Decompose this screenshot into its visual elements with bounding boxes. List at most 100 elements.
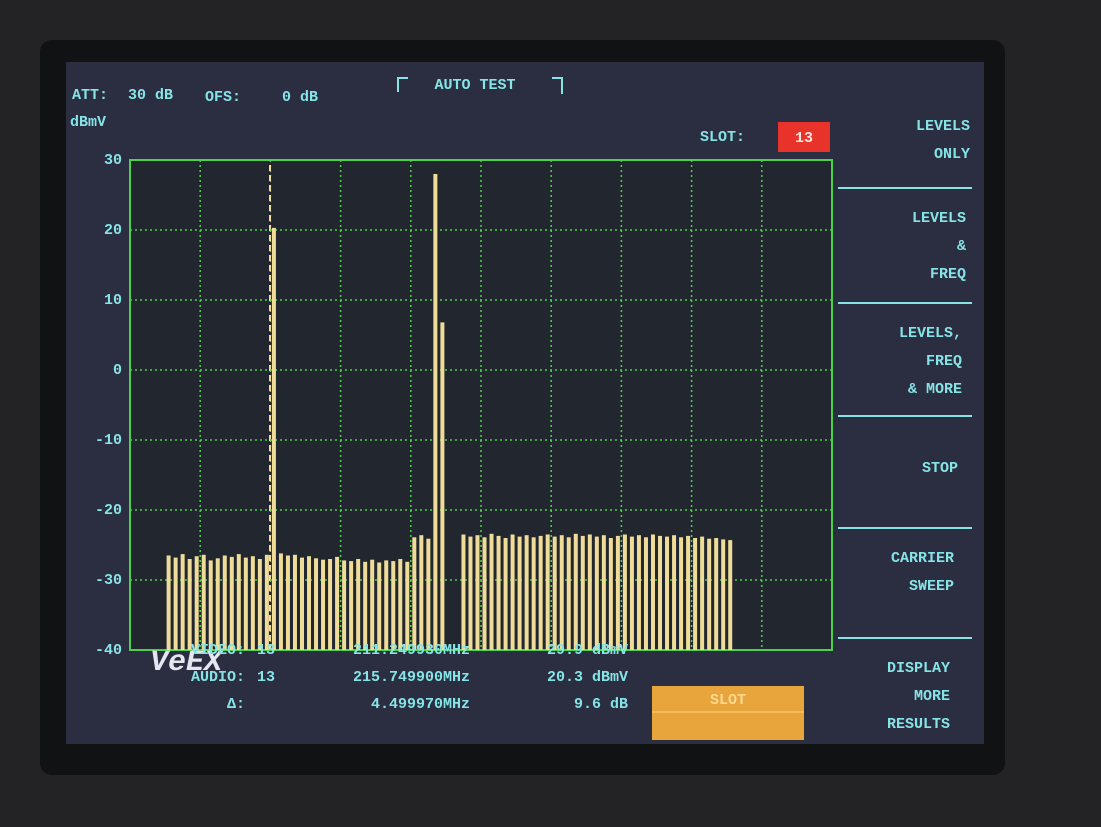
bar [539, 536, 543, 650]
mode-title: AUTO TEST [434, 77, 515, 94]
bar [412, 537, 416, 650]
bar [384, 560, 388, 650]
menu-item-label[interactable]: & MORE [908, 381, 962, 398]
bar [637, 535, 641, 650]
bar [567, 537, 571, 650]
bar [237, 554, 241, 650]
readout-cell: 211.249930MHz [353, 642, 470, 659]
device-screen: ATT: 30 dB OFS: 0 dB AUTO TEST dBmV SLOT… [0, 0, 1101, 827]
bar [419, 535, 423, 650]
ofs-value: 0 dB [282, 89, 318, 106]
bar [693, 538, 697, 650]
bar [230, 557, 234, 650]
page: ATT: 30 dB OFS: 0 dB AUTO TEST dBmV SLOT… [0, 0, 1101, 827]
menu-item-label[interactable]: FREQ [930, 266, 966, 283]
bar [398, 559, 402, 650]
bar [595, 537, 599, 650]
bar [574, 534, 578, 650]
bar [700, 537, 704, 650]
bar [349, 561, 353, 650]
bar [223, 556, 227, 651]
menu-item-label[interactable]: RESULTS [887, 716, 950, 733]
bar [728, 540, 732, 650]
bar [532, 537, 536, 650]
menu-item-label[interactable]: LEVELS [912, 210, 966, 227]
bar [216, 558, 220, 650]
bar [679, 537, 683, 650]
slot-value: 13 [795, 130, 813, 147]
y-tick-label: 0 [113, 362, 122, 379]
bar [307, 556, 311, 650]
menu-item-label[interactable]: DISPLAY [887, 660, 950, 677]
readout-cell: 13 [257, 669, 275, 686]
bar [440, 322, 444, 650]
bar [461, 535, 465, 651]
bar [630, 537, 634, 650]
bar [658, 536, 662, 650]
bar [251, 556, 255, 650]
bar [644, 537, 648, 650]
readout-cell: AUDIO: [191, 669, 245, 686]
bar [616, 536, 620, 650]
bar [560, 535, 564, 650]
y-tick-label: -40 [95, 642, 122, 659]
menu-item-label[interactable]: FREQ [926, 353, 962, 370]
bar [370, 560, 374, 650]
bar [202, 555, 206, 650]
readout-cell: Δ: [227, 696, 245, 713]
bar [672, 535, 676, 650]
readout-cell: 4.499970MHz [371, 696, 470, 713]
bar [686, 536, 690, 650]
bar [609, 538, 613, 650]
menu-item-label[interactable]: SWEEP [909, 578, 954, 595]
menu-item-label[interactable]: ONLY [934, 146, 970, 163]
readout-cell: 215.749900MHz [353, 669, 470, 686]
bar [490, 534, 494, 650]
bar [518, 537, 522, 650]
bar [588, 535, 592, 651]
bar [707, 539, 711, 650]
bar [293, 555, 297, 650]
bar [651, 535, 655, 651]
bar [286, 556, 290, 651]
menu-item-label[interactable]: CARRIER [891, 550, 954, 567]
bar [321, 560, 325, 650]
y-axis-label: dBmV [70, 114, 106, 131]
bar [511, 535, 515, 651]
bar [272, 228, 276, 650]
att-label: ATT: [72, 87, 108, 104]
bar [328, 559, 332, 650]
bar [181, 554, 185, 650]
menu-item-label[interactable]: LEVELS [916, 118, 970, 135]
readout-cell: 9.6 dB [574, 696, 628, 713]
y-tick-label: -20 [95, 502, 122, 519]
bar [377, 563, 381, 651]
slot-button-label[interactable]: SLOT [710, 692, 746, 709]
menu-item-label[interactable]: MORE [914, 688, 950, 705]
bar [391, 561, 395, 650]
bar [258, 559, 262, 650]
bar [433, 174, 437, 650]
bar [244, 558, 248, 650]
menu-item-label[interactable]: LEVELS, [899, 325, 962, 342]
readout-cell: 13 [257, 642, 275, 659]
bar [174, 558, 178, 650]
bar [279, 553, 283, 650]
menu-item-label[interactable]: & [957, 238, 966, 255]
bar [314, 558, 318, 650]
bar [546, 535, 550, 651]
menu-item-label[interactable]: STOP [922, 460, 958, 477]
bar [195, 556, 199, 650]
y-tick-label: 10 [104, 292, 122, 309]
bar [167, 556, 171, 651]
y-tick-label: -30 [95, 572, 122, 589]
bar [426, 539, 430, 650]
bar [475, 535, 479, 650]
readout-cell: VIDEO: [191, 642, 245, 659]
readout-cell: 29.9 dBmV [547, 642, 628, 659]
bar [265, 555, 269, 650]
bar [504, 538, 508, 650]
y-tick-label: 20 [104, 222, 122, 239]
bar [553, 537, 557, 650]
att-value: 30 dB [128, 87, 173, 104]
